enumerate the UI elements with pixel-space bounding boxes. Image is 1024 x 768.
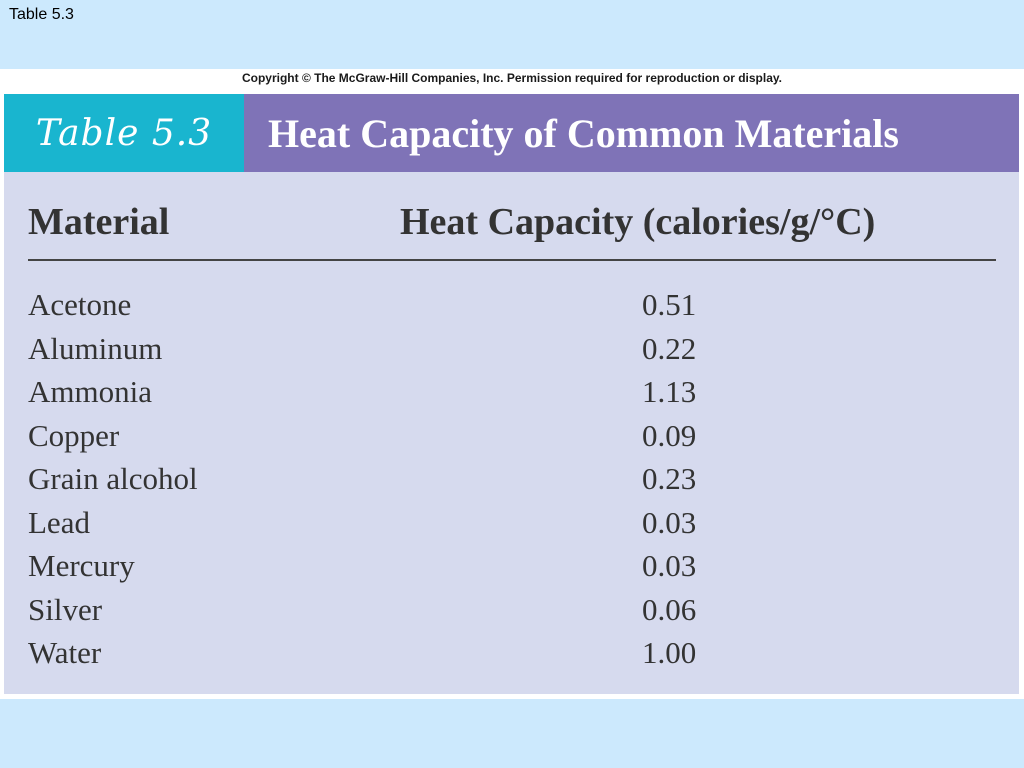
table-row: Copper 0.09 bbox=[4, 418, 1019, 462]
table-row: Aluminum 0.22 bbox=[4, 331, 1019, 375]
table-row: Ammonia 1.13 bbox=[4, 374, 1019, 418]
table-number: Table 5.3 bbox=[4, 94, 244, 172]
table-figure: Copyright © The McGraw-Hill Companies, I… bbox=[0, 69, 1024, 699]
material-cell: Silver bbox=[28, 591, 103, 627]
heat-capacity-cell: 1.13 bbox=[642, 374, 697, 409]
heat-capacity-cell: 0.23 bbox=[642, 461, 697, 496]
table-body: Acetone 0.51 Aluminum 0.22 Ammonia 1.13 … bbox=[4, 287, 1019, 679]
table-row: Lead 0.03 bbox=[4, 505, 1019, 549]
material-cell: Ammonia bbox=[28, 374, 152, 409]
material-cell: Lead bbox=[28, 504, 90, 540]
material-cell: Copper bbox=[28, 417, 120, 453]
header-divider bbox=[28, 259, 996, 261]
heat-capacity-cell: 1.00 bbox=[642, 635, 697, 670]
material-cell: Grain alcohol bbox=[28, 461, 198, 496]
table-title-bar: Table 5.3 Heat Capacity of Common Materi… bbox=[4, 94, 1019, 172]
material-cell: Aluminum bbox=[28, 330, 163, 366]
table-row: Silver 0.06 bbox=[4, 592, 1019, 636]
table-row: Acetone 0.51 bbox=[4, 287, 1019, 331]
material-cell: Mercury bbox=[28, 548, 135, 583]
table-panel: Table 5.3 Heat Capacity of Common Materi… bbox=[4, 94, 1019, 694]
copyright-notice: Copyright © The McGraw-Hill Companies, I… bbox=[241, 71, 783, 85]
table-title: Heat Capacity of Common Materials bbox=[244, 94, 1019, 172]
column-header-material: Material bbox=[28, 201, 170, 243]
material-cell: Acetone bbox=[28, 287, 132, 322]
heat-capacity-cell: 0.09 bbox=[642, 417, 697, 453]
table-row: Water 1.00 bbox=[4, 635, 1019, 679]
heat-capacity-cell: 0.51 bbox=[642, 287, 697, 322]
heat-capacity-cell: 0.06 bbox=[642, 591, 697, 627]
table-row: Mercury 0.03 bbox=[4, 548, 1019, 592]
table-row: Grain alcohol 0.23 bbox=[4, 461, 1019, 505]
slide-caption: Table 5.3 bbox=[9, 6, 74, 23]
heat-capacity-cell: 0.22 bbox=[642, 330, 697, 366]
material-cell: Water bbox=[28, 635, 102, 670]
column-header-heat-capacity: Heat Capacity (calories/g/°C) bbox=[400, 201, 876, 243]
heat-capacity-cell: 0.03 bbox=[642, 548, 697, 583]
heat-capacity-cell: 0.03 bbox=[642, 504, 697, 540]
